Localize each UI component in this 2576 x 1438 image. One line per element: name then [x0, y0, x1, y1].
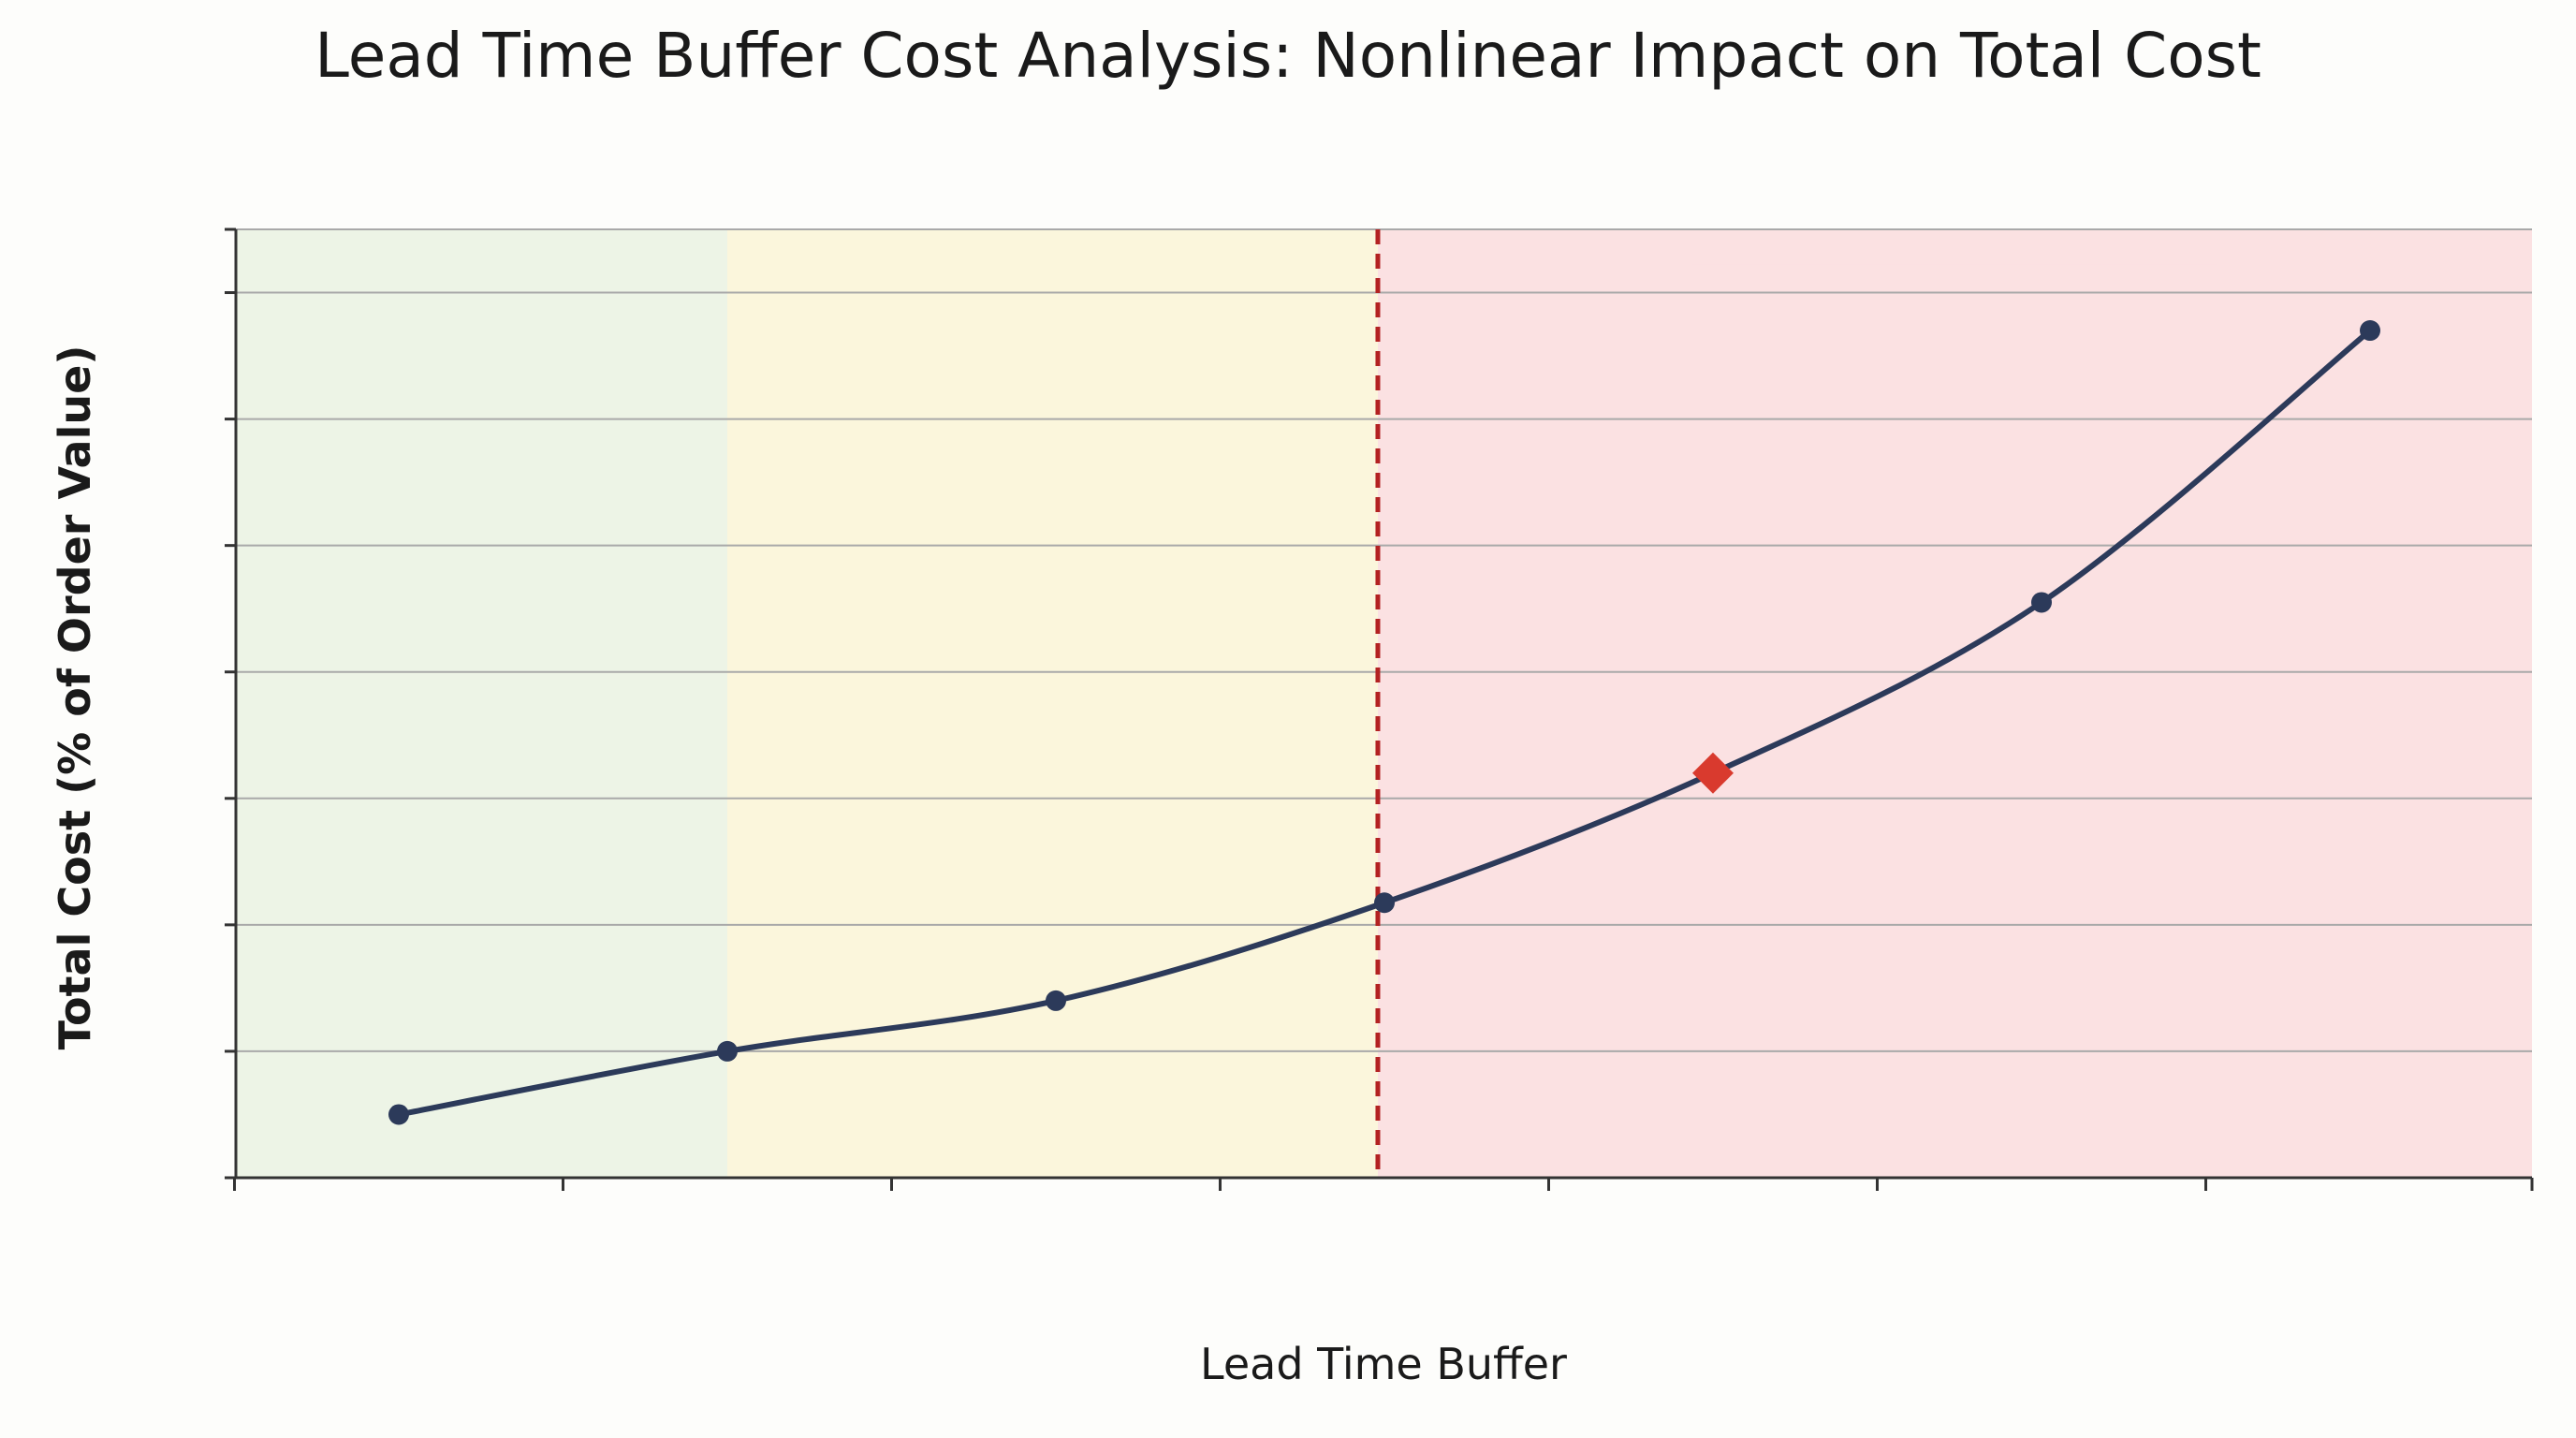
data-point-0	[388, 1104, 409, 1125]
axes-layer	[225, 227, 2534, 1191]
y-axis-title: Total Cost (% of Order Value)	[50, 345, 100, 1050]
data-point-1	[717, 1040, 738, 1062]
data-point-2	[1046, 990, 1066, 1011]
zone-band-1	[727, 229, 1378, 1178]
zone-band-0	[236, 229, 727, 1178]
zone-band-2	[1377, 229, 2532, 1178]
chart-title: Lead Time Buffer Cost Analysis: Nonlinea…	[315, 20, 2261, 92]
data-point-3	[1374, 892, 1395, 914]
zones-layer	[236, 229, 2532, 1178]
data-point-5	[2031, 592, 2052, 613]
highlight-diamond-marker	[1692, 752, 1734, 794]
series-layer	[388, 320, 2380, 1125]
data-point-6	[2360, 320, 2380, 342]
grid-layer	[236, 228, 2532, 1052]
x-axis-title: Lead Time Buffer	[1200, 1339, 1567, 1389]
